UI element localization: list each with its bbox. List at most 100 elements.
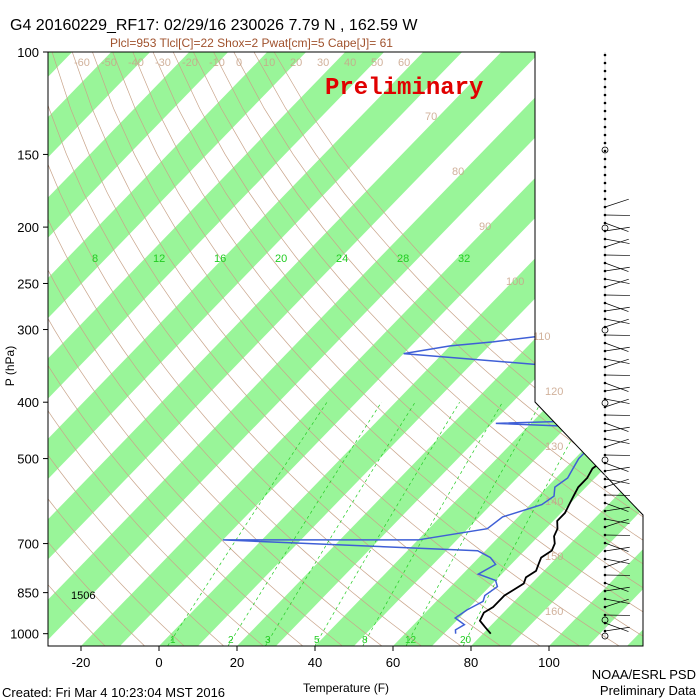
- plot-frame: [47, 51, 644, 647]
- wind-barb: [604, 466, 630, 472]
- isotherm-band: [48, 52, 463, 646]
- wind-barb: [604, 582, 629, 592]
- isotherm-band: [48, 52, 307, 646]
- mixing-ratio-label-bottom: 8: [362, 635, 368, 646]
- x-tick-label: 40: [308, 655, 322, 670]
- isotherm-label: -50: [101, 57, 117, 69]
- barb-station-dot: [603, 53, 607, 57]
- wind-barb: [604, 542, 629, 552]
- isotherm-label: 150: [545, 551, 563, 563]
- dry-adiabats: [48, 52, 643, 646]
- y-tick-label: 150: [17, 147, 39, 162]
- isotherm-label: -60: [74, 57, 90, 69]
- barb-station-dot: [603, 157, 607, 161]
- isotherm-band: [48, 52, 229, 646]
- barb-station-dot: [603, 93, 607, 97]
- barb-station-dot: [603, 61, 607, 65]
- wind-barb: [604, 358, 630, 364]
- organization-label: NOAA/ESRL PSD: [592, 667, 696, 682]
- preliminary-stamp: Preliminary: [325, 75, 483, 102]
- mixing-ratio-label: 8: [92, 253, 98, 265]
- isotherm-label: -10: [209, 57, 225, 69]
- barb-station-dot: [603, 181, 607, 185]
- mixing-ratio-label: 20: [275, 253, 287, 265]
- isotherm-label: 140: [545, 496, 563, 508]
- isotherm-label: 100: [506, 276, 524, 288]
- barb-calm-circle: [601, 146, 609, 154]
- mixing-ratio-label: 32: [458, 253, 470, 265]
- barb-calm-circle: [601, 456, 609, 464]
- barb-station-dot: [603, 109, 607, 113]
- x-tick-label: 80: [464, 655, 478, 670]
- wind-barb: [604, 518, 629, 528]
- wind-barb: [604, 558, 629, 568]
- x-tick-label: 20: [230, 655, 244, 670]
- y-tick-label: 100: [17, 45, 39, 60]
- isotherm-label: 20: [290, 57, 302, 69]
- mixing-ratio-label-bottom: 5: [314, 635, 320, 646]
- mixing-ratio-label-bottom: 12: [405, 635, 417, 646]
- mixing-ratio-line: [265, 402, 416, 646]
- y-tick-label: 300: [17, 323, 39, 338]
- wind-barb: [604, 502, 629, 512]
- isotherm-label: 70: [425, 111, 437, 123]
- dry-adiabat-line: [48, 52, 343, 646]
- wind-barb: [604, 518, 630, 524]
- barb-station-dot: [603, 77, 607, 81]
- y-tick-label: 1000: [10, 627, 39, 642]
- barb-station-dot: [603, 69, 607, 73]
- y-tick-label: 250: [17, 276, 39, 291]
- x-axis-label: Temperature (F): [303, 681, 389, 695]
- wind-barb: [604, 598, 629, 608]
- dry-adiabat-line: [48, 52, 304, 646]
- mixing-ratio-label: 16: [214, 253, 226, 265]
- isotherm-label: 60: [398, 57, 410, 69]
- dry-adiabat-line: [213, 52, 643, 646]
- dry-adiabat-line: [132, 52, 643, 646]
- isotherm-band: [48, 52, 619, 646]
- wind-barb: [604, 226, 630, 232]
- isotherm-label: 160: [545, 606, 563, 618]
- wind-barb: [604, 398, 630, 404]
- wind-barb: [604, 398, 629, 408]
- x-tick-label: 100: [538, 655, 560, 670]
- barb-station-dot: [603, 125, 607, 129]
- wind-barb: [604, 478, 630, 484]
- wind-barb: [604, 558, 630, 564]
- parcel-profile-line: [617, 368, 643, 459]
- dry-adiabat-line: [48, 52, 145, 646]
- dry-adiabat-line: [253, 52, 643, 646]
- barb-station-dot: [603, 149, 607, 153]
- y-tick-label: 500: [17, 452, 39, 467]
- mixing-ratio-line: [405, 402, 542, 646]
- mixing-ratio-label-bottom: 1: [170, 635, 176, 646]
- x-tick-label: 0: [155, 655, 162, 670]
- isotherm-label: 30: [317, 57, 329, 69]
- mixing-ratio-label: 24: [336, 253, 348, 265]
- temperature-profile-line: [478, 213, 643, 635]
- y-tick-label: 400: [17, 395, 39, 410]
- isotherm-band: [393, 52, 643, 646]
- isotherm-bands: [48, 52, 643, 646]
- y-axis-label: P (hPa): [3, 346, 17, 386]
- mixing-ratio-label: 28: [397, 253, 409, 265]
- barb-station-dot: [603, 189, 607, 193]
- chart-title: G4 20160229_RF17: 02/29/16 230026 7.79 N…: [10, 17, 418, 34]
- mixing-ratio-lines: [167, 402, 593, 646]
- wind-barb: [604, 438, 630, 444]
- wind-barb: [604, 426, 630, 432]
- isotherm-label: 40: [344, 57, 356, 69]
- y-tick-label: 200: [17, 220, 39, 235]
- mixing-ratio-line: [167, 402, 328, 646]
- chart-subtitle: Plcl=953 Tlcl[C]=22 Shox=2 Pwat[cm]=5 Ca…: [110, 36, 393, 50]
- mixing-ratio-label-bottom: 20: [460, 635, 472, 646]
- mixing-ratio-label-bottom: 3: [265, 635, 271, 646]
- wind-barbs: [601, 52, 631, 640]
- isotherm-label: 90: [479, 221, 491, 233]
- isotherm-band: [48, 52, 541, 646]
- chart-annotation: 1506: [71, 590, 95, 602]
- wind-barb: [604, 546, 630, 552]
- isotherm-label: -30: [155, 57, 171, 69]
- wind-barb: [604, 438, 629, 448]
- wind-barb: [604, 598, 630, 604]
